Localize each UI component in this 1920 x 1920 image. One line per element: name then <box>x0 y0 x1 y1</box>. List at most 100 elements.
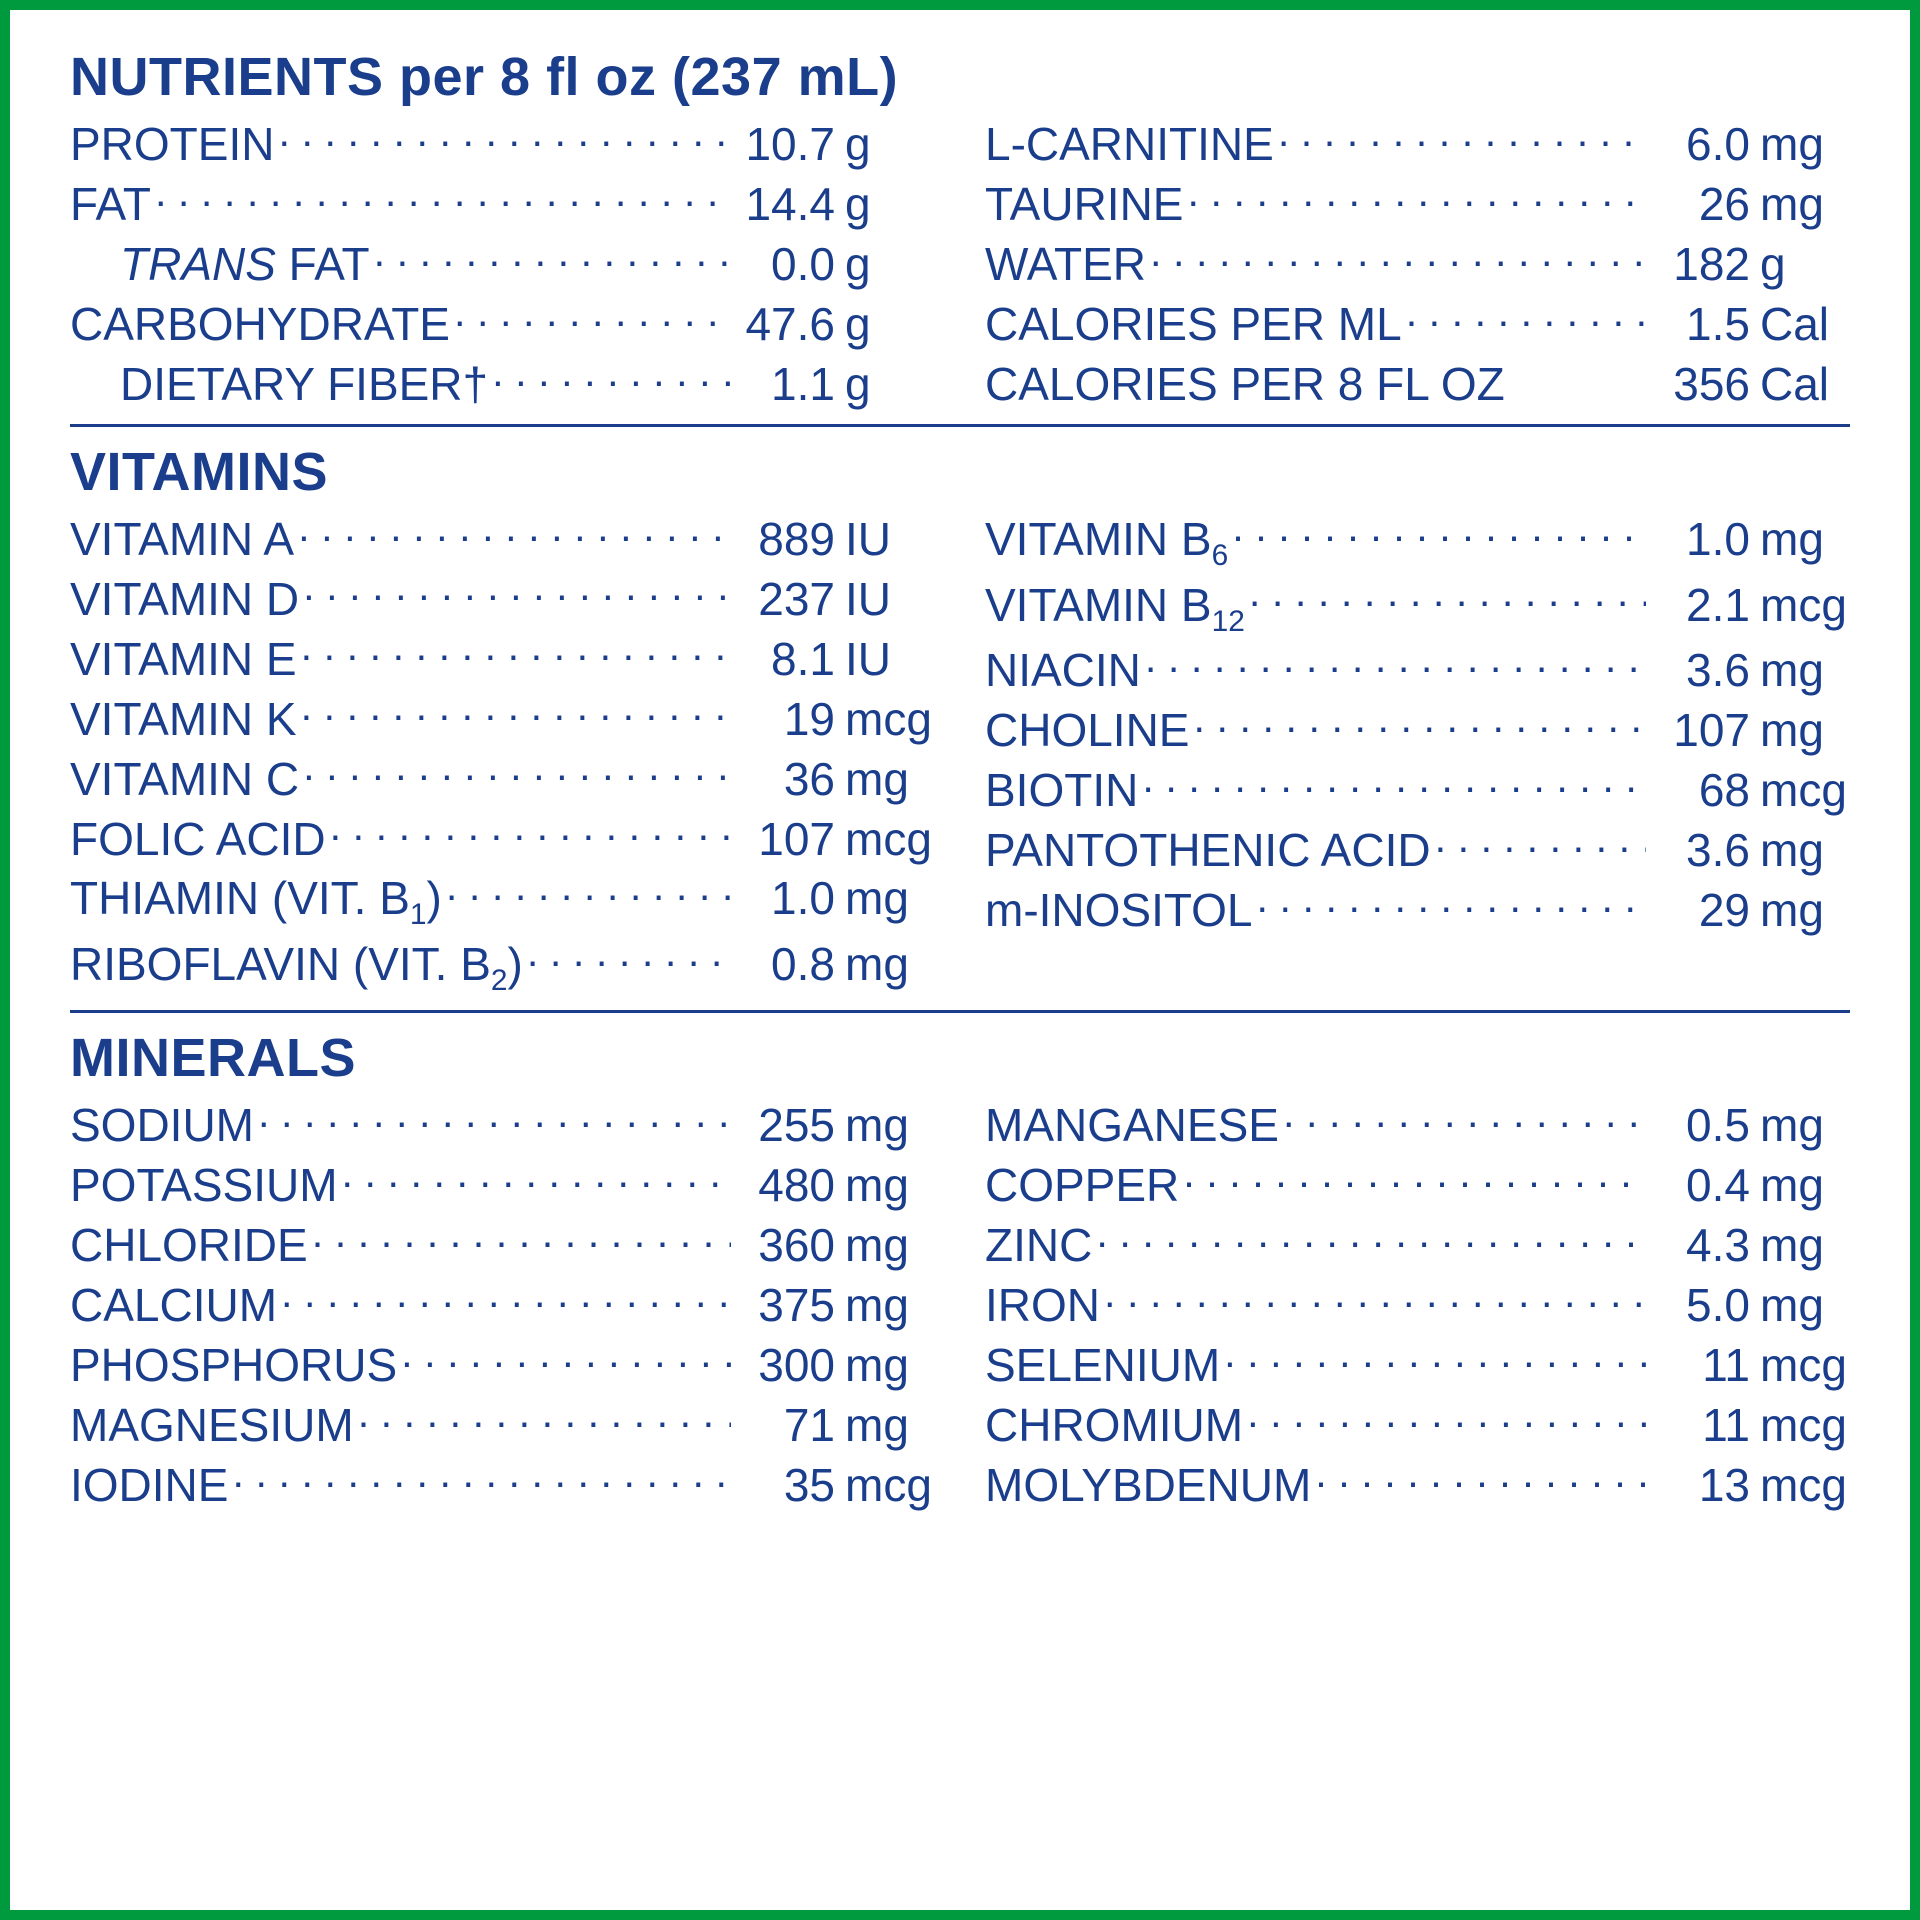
nutrient-label: CALCIUM <box>70 1277 277 1335</box>
nutrient-unit: mg <box>845 1277 935 1335</box>
nutrient-unit: mg <box>1760 1157 1850 1215</box>
nutrient-label: COPPER <box>985 1157 1179 1215</box>
dot-leader <box>155 174 731 220</box>
nutrient-value: 0.0 <box>735 236 845 294</box>
nutrient-value: 6.0 <box>1650 116 1760 174</box>
nutrient-row: ZINC4.3mg <box>985 1215 1850 1275</box>
nutrient-label: FAT <box>70 176 151 234</box>
nutrient-row: CALORIES PER mL1.5Cal <box>985 294 1850 354</box>
nutrient-row: SELENIUM11mcg <box>985 1335 1850 1395</box>
nutrient-value: 107 <box>735 811 845 869</box>
nutrient-row: MANGANESE0.5mg <box>985 1095 1850 1155</box>
dot-leader <box>1150 234 1646 280</box>
nutrient-unit: mg <box>1760 882 1850 940</box>
nutrient-row: CARBOHYDRATE47.6g <box>70 294 935 354</box>
nutrient-row: CHROMIUM11mcg <box>985 1395 1850 1455</box>
dot-leader <box>1315 1455 1646 1501</box>
nutrient-value: 0.4 <box>1650 1157 1760 1215</box>
nutrient-value: 11 <box>1650 1397 1760 1455</box>
nutrient-value: 19 <box>735 691 845 749</box>
minerals-left-col: SODIUM255mgPOTASSIUM480mgCHLORIDE360mgCA… <box>70 1095 935 1515</box>
dot-leader <box>1193 700 1646 746</box>
nutrient-row: PHOSPHORUS300mg <box>70 1335 935 1395</box>
nutrient-label: ZINC <box>985 1217 1092 1275</box>
nutrient-label: CHROMIUM <box>985 1397 1243 1455</box>
nutrient-value: 1.5 <box>1650 296 1760 354</box>
nutrient-row: CHOLINE107mg <box>985 700 1850 760</box>
nutrition-panel: NUTRIENTS per 8 fl oz (237 mL) PROTEIN10… <box>0 0 1920 1920</box>
nutrient-row: PROTEIN 10.7g <box>70 114 935 174</box>
nutrient-unit: mg <box>845 1217 935 1275</box>
nutrient-unit: mcg <box>845 811 935 869</box>
nutrient-label: BIOTIN <box>985 762 1138 820</box>
nutrients-right-col: L-CARNITINE 6.0mgTAURINE26mgWATER182gCALO… <box>985 114 1850 414</box>
nutrient-label: CALORIES PER mL <box>985 296 1402 354</box>
nutrient-unit: mcg <box>845 691 935 749</box>
dot-leader <box>1435 820 1646 866</box>
nutrient-row: SODIUM255mg <box>70 1095 935 1155</box>
nutrient-row: COPPER 0.4mg <box>985 1155 1850 1215</box>
nutrient-unit: IU <box>845 511 935 569</box>
nutrient-label: MOLYBDENUM <box>985 1457 1311 1515</box>
nutrient-value: 47.6 <box>735 296 845 354</box>
dot-leader <box>1145 640 1646 686</box>
nutrient-label: RIBOFLAVIN (VIT. B2) <box>70 936 523 1000</box>
dot-leader <box>342 1155 731 1201</box>
nutrient-label: VITAMIN B6 <box>985 511 1228 575</box>
nutrient-row: VITAMIN D237IU <box>70 569 935 629</box>
nutrient-unit: mg <box>845 1337 935 1395</box>
nutrient-label: L-CARNITINE <box>985 116 1274 174</box>
nutrient-unit: mg <box>1760 642 1850 700</box>
nutrient-row: RIBOFLAVIN (VIT. B2)0.8mg <box>70 934 935 1000</box>
nutrient-row: MOLYBDENUM13mcg <box>985 1455 1850 1515</box>
nutrient-unit: Cal <box>1760 356 1850 414</box>
nutrient-row: L-CARNITINE 6.0mg <box>985 114 1850 174</box>
minerals-right-col: MANGANESE0.5mgCOPPER0.4mgZINC4.3mgIRON5.… <box>985 1095 1850 1515</box>
nutrient-unit: g <box>845 116 935 174</box>
minerals-grid: SODIUM255mgPOTASSIUM480mgCHLORIDE360mgCA… <box>70 1095 1850 1515</box>
nutrient-label: TAURINE <box>985 176 1184 234</box>
dot-leader <box>1188 174 1647 220</box>
nutrient-row: TRANS FAT0.0g <box>70 234 935 294</box>
nutrient-row: CALCIUM375mg <box>70 1275 935 1335</box>
dot-leader <box>1142 760 1646 806</box>
nutrient-row: WATER182g <box>985 234 1850 294</box>
nutrient-row: VITAMIN B122.1mcg <box>985 575 1850 641</box>
nutrient-value: 5.0 <box>1650 1277 1760 1335</box>
nutrient-unit: mg <box>1760 116 1850 174</box>
nutrient-label: PROTEIN <box>70 116 274 174</box>
nutrient-label: PANTOTHENIC ACID <box>985 822 1431 880</box>
nutrient-row: VITAMIN K19mcg <box>70 689 935 749</box>
nutrient-value: 10.7 <box>735 116 845 174</box>
nutrient-value: 255 <box>735 1097 845 1155</box>
nutrient-row: VITAMIN E8.1IU <box>70 629 935 689</box>
nutrient-value: 356 <box>1650 356 1760 414</box>
nutrient-row: PANTOTHENIC ACID3.6mg <box>985 820 1850 880</box>
dot-leader <box>1249 575 1646 621</box>
dot-leader <box>298 509 731 555</box>
nutrient-row: TAURINE26mg <box>985 174 1850 234</box>
nutrient-value: 237 <box>735 571 845 629</box>
nutrient-value: 3.6 <box>1650 642 1760 700</box>
nutrient-unit: g <box>845 176 935 234</box>
nutrient-unit: mg <box>845 751 935 809</box>
nutrient-unit: mg <box>845 936 935 994</box>
nutrient-unit: mcg <box>1760 762 1850 820</box>
dot-leader <box>303 749 731 795</box>
nutrient-value: 360 <box>735 1217 845 1275</box>
nutrient-label: THIAMIN (VIT. B1) <box>70 870 442 934</box>
nutrient-label: VITAMIN D <box>70 571 299 629</box>
dot-leader <box>301 689 731 735</box>
nutrient-label: VITAMIN A <box>70 511 294 569</box>
nutrient-value: 29 <box>1650 882 1760 940</box>
dot-leader <box>1247 1395 1646 1441</box>
nutrient-row: FOLIC ACID107mcg <box>70 809 935 869</box>
dot-leader <box>1224 1335 1646 1381</box>
nutrient-label: VITAMIN E <box>70 631 297 689</box>
nutrient-unit: mg <box>1760 822 1850 880</box>
nutrient-unit: mcg <box>845 1457 935 1515</box>
nutrient-value: 14.4 <box>735 176 845 234</box>
vitamins-right-col: VITAMIN B61.0mgVITAMIN B122.1mcgNIACIN3.… <box>985 509 1850 1000</box>
dot-leader <box>527 934 731 980</box>
nutrient-label: MANGANESE <box>985 1097 1279 1155</box>
